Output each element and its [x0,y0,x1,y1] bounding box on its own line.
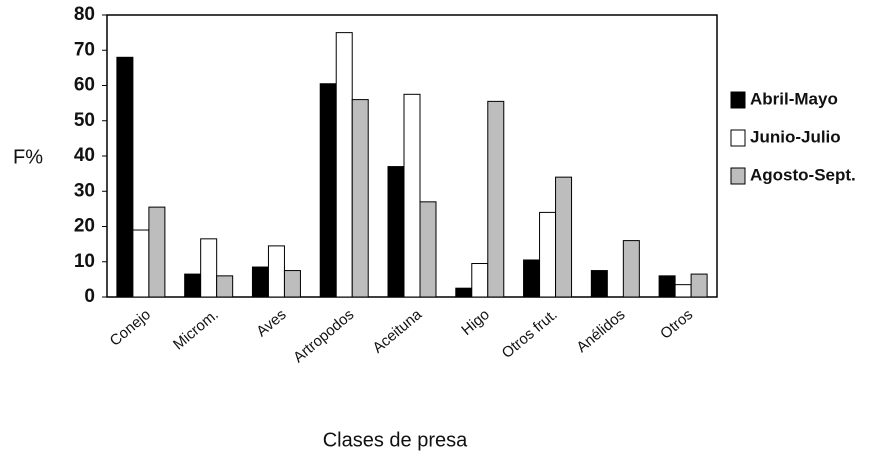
x-tick-label: Microm. [170,306,222,353]
x-tick-label: Aves [253,306,289,340]
bar [690,273,708,298]
bar [387,166,405,298]
bar [335,32,353,298]
bar [319,83,337,298]
bar [523,259,541,298]
x-tick-label: Higo [458,306,493,339]
x-axis-label: Clases de presa [323,429,468,451]
x-tick-label: Otros frut. [499,306,561,362]
bar [590,270,608,298]
bar [184,273,202,298]
bar [148,206,166,298]
bar [539,211,557,298]
bar [487,100,505,298]
bar [251,266,269,298]
y-tick-label: 40 [74,145,95,166]
bar [622,240,640,298]
x-tick-label: Aceituna [369,306,425,357]
x-tick-label: Conejo [107,306,154,350]
y-tick-label: 0 [84,286,95,307]
bar [455,287,473,298]
bar [419,201,437,298]
y-tick-label: 30 [74,180,95,201]
legend-label: Agosto-Sept. [750,165,856,184]
bar [267,245,285,298]
legend-label: Abril-Mayo [750,89,838,108]
bar [555,176,573,298]
bar [403,93,421,298]
y-tick-label: 50 [74,110,95,131]
legend-swatch [730,129,746,147]
bar [283,270,301,298]
legend-swatch [730,91,746,109]
x-tick-label: Anélidos [573,306,628,356]
bar [471,263,489,298]
bar [674,284,692,298]
y-tick-label: 80 [74,4,95,25]
x-tick-label: Artropodos [290,306,357,366]
x-tick-label: Otros [657,306,696,343]
legend-label: Junio-Julio [750,127,841,146]
y-tick-label: 10 [74,251,95,272]
bar [200,238,218,298]
bar [658,275,676,298]
y-tick-label: 20 [74,216,95,237]
legend-swatch [730,167,746,185]
y-tick-label: 70 [74,39,95,60]
y-axis-label: F% [13,146,43,168]
bar [216,275,234,298]
bar [116,56,134,298]
bar [132,229,150,298]
bar [351,99,369,298]
y-tick-label: 60 [74,75,95,96]
